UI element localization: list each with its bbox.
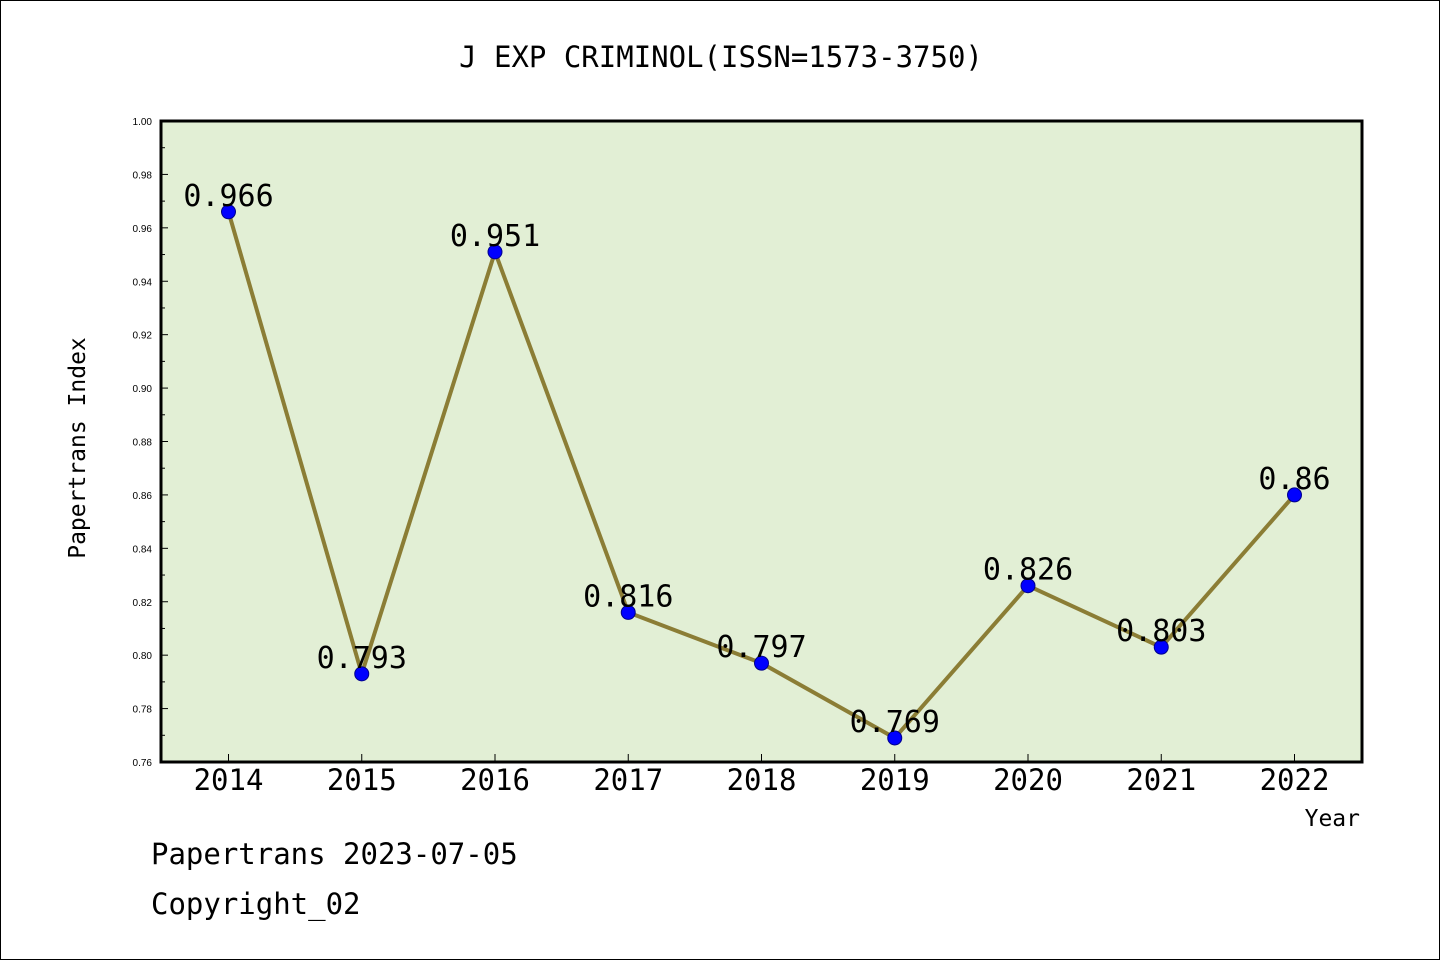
data-point [1287,487,1302,503]
x-tick-label: 2021 [1126,763,1196,797]
y-tick-label: 0.76 [133,758,153,769]
data-point [354,666,370,682]
x-tick-label: 2019 [860,763,930,797]
data-label: 0.86 [1258,462,1330,497]
data-point [1020,578,1036,594]
y-tick-label: 0.92 [133,331,153,342]
x-tick-label: 2017 [593,763,663,797]
y-axis-label: Papertrans Index [65,337,91,559]
data-label: 0.797 [716,630,806,665]
chart-title: J EXP CRIMINOL(ISSN=1573-3750) [459,40,983,74]
y-tick-label: 0.96 [133,224,153,235]
plot-area [159,119,1364,764]
x-axis-label: Year [1305,806,1360,832]
y-tick-label: 0.78 [133,705,153,716]
data-label: 0.816 [583,579,673,614]
data-label: 0.793 [317,641,407,676]
data-label: 0.826 [983,553,1073,588]
y-tick-label: 1.00 [133,117,153,128]
data-point [1153,639,1169,655]
y-tick-label: 0.80 [133,651,153,662]
y-tick-label: 0.84 [133,544,153,555]
data-label: 0.803 [1116,614,1206,649]
data-label: 0.951 [450,219,540,254]
data-point [487,244,503,260]
data-series: 0.966 0.793 0.951 0.816 0.797 0.769 0.826 0.803… [183,179,1331,746]
data-label: 0.769 [850,705,940,740]
data-label: 0.966 [183,179,273,214]
y-tick-label: 0.86 [133,491,153,502]
x-tick-label: 2015 [327,763,397,797]
y-tick-label: 0.94 [133,277,153,288]
y-tick-label: 0.88 [133,438,153,449]
x-tick-label: 2022 [1260,763,1330,797]
x-tick-label: 2018 [727,763,797,797]
data-point [754,655,769,671]
y-tick-label: 0.82 [133,598,153,609]
data-point [221,204,236,220]
footer-copyright: Copyright_02 [151,887,361,921]
footer-date: Papertrans 2023-07-05 [151,837,518,871]
x-tick-label: 2014 [194,763,264,797]
x-axis: 2014 2015 2016 2017 2018 2019 2020 2021 2022 [194,754,1330,797]
x-tick-label: 2016 [460,763,530,797]
y-axis: 0.76 0.78 0.80 0.82 0.84 0.86 0.88 0.90 0.92 0.94… [133,117,168,769]
data-point [887,730,903,746]
x-tick-label: 2020 [993,763,1063,797]
y-tick-label: 0.98 [133,170,153,181]
y-tick-label: 0.90 [133,384,153,395]
data-point [620,604,636,620]
